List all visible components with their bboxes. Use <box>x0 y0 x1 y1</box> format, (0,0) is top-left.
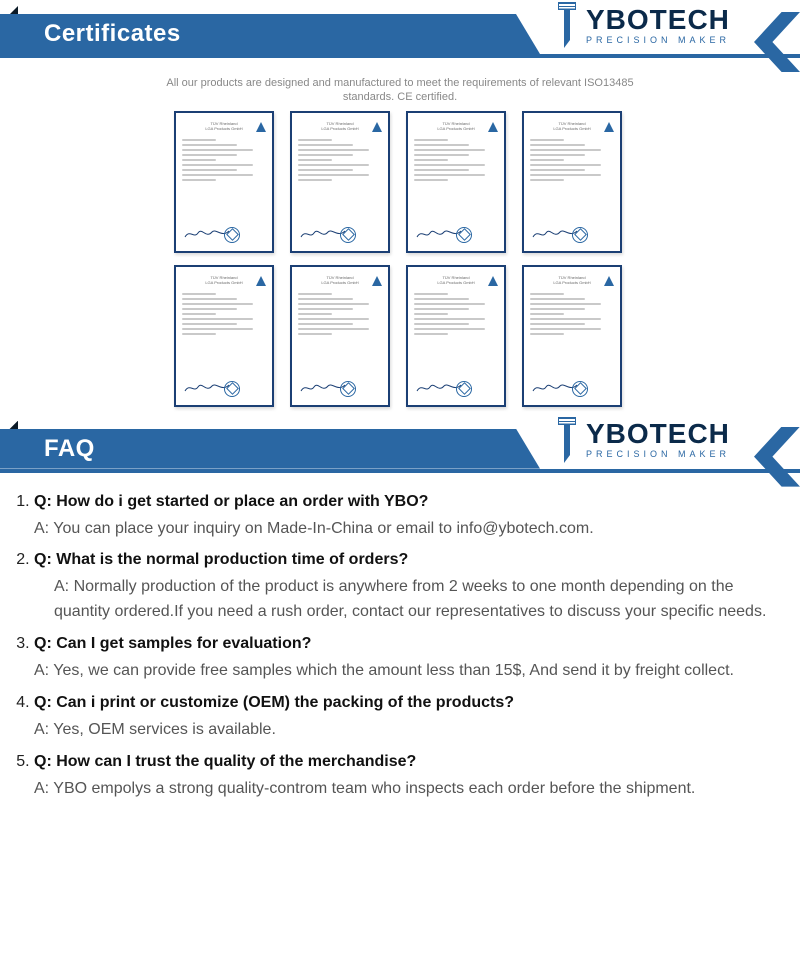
faq-title-bar: FAQ <box>0 429 540 469</box>
certificates-header: Certificates YBOTECH PRECISION MAKER <box>0 0 800 64</box>
cert-signature-area <box>530 375 614 397</box>
faq-question: Q: Can I get samples for evaluation? <box>34 635 790 653</box>
stamp-icon <box>456 227 472 243</box>
certificates-section: All our products are designed and manufa… <box>0 64 800 415</box>
certificate-card: TÜV RheinlandLGA Products GmbH <box>522 111 622 253</box>
certificates-grid: TÜV RheinlandLGA Products GmbH TÜV Rhein… <box>174 111 626 407</box>
cert-signature-area <box>182 375 266 397</box>
faq-item: Q: How can I trust the quality of the me… <box>34 753 790 802</box>
tuv-mark-icon <box>372 273 382 283</box>
faq-item: Q: What is the normal production time of… <box>34 551 790 625</box>
faq-title: FAQ <box>44 435 95 463</box>
faq-item: Q: Can I get samples for evaluation? A: Y… <box>34 635 790 684</box>
cert-signature-area <box>298 375 382 397</box>
logo-text: YBOTECH PRECISION MAKER <box>586 420 730 459</box>
faq-answer: A: Yes, OEM services is available. <box>34 718 790 743</box>
stamp-icon <box>572 381 588 397</box>
tuv-mark-icon <box>256 273 266 283</box>
faq-answer: A: Normally production of the product is… <box>34 575 790 625</box>
cert-header-text: TÜV RheinlandLGA Products GmbH <box>414 121 498 131</box>
certificates-caption: All our products are designed and manufa… <box>0 76 800 105</box>
faq-header: FAQ YBOTECH PRECISION MAKER <box>0 415 800 479</box>
faq-item: Q: Can i print or customize (OEM) the pa… <box>34 694 790 743</box>
tuv-mark-icon <box>604 119 614 129</box>
faq-list: Q: How do i get started or place an orde… <box>10 493 790 802</box>
faq-answer: A: YBO empolys a strong quality-controm … <box>34 777 790 802</box>
stamp-icon <box>224 227 240 243</box>
cert-header-text: TÜV RheinlandLGA Products GmbH <box>530 275 614 285</box>
header-underline <box>0 469 800 473</box>
faq-answer: A: Yes, we can provide free samples whic… <box>34 659 790 684</box>
cert-signature-area <box>298 221 382 243</box>
cert-header-text: TÜV RheinlandLGA Products GmbH <box>298 121 382 131</box>
certificates-title-bar: Certificates <box>0 14 540 54</box>
logo-main-text: YBOTECH <box>586 420 730 448</box>
cert-header-text: TÜV RheinlandLGA Products GmbH <box>530 121 614 131</box>
logo-mark-icon <box>554 2 580 48</box>
chevron-left-icon <box>754 12 800 72</box>
logo-sub-text: PRECISION MAKER <box>586 36 730 45</box>
certificate-card: TÜV RheinlandLGA Products GmbH <box>406 111 506 253</box>
faq-section: Q: How do i get started or place an orde… <box>0 479 800 802</box>
logo-text: YBOTECH PRECISION MAKER <box>586 6 730 45</box>
faq-question: Q: Can i print or customize (OEM) the pa… <box>34 694 790 712</box>
tuv-mark-icon <box>256 119 266 129</box>
logo-mark-icon <box>554 417 580 463</box>
tuv-mark-icon <box>488 273 498 283</box>
brand-logo: YBOTECH PRECISION MAKER <box>554 2 730 48</box>
certificate-card: TÜV RheinlandLGA Products GmbH <box>290 111 390 253</box>
certificate-card: TÜV RheinlandLGA Products GmbH <box>406 265 506 407</box>
faq-question: Q: How can I trust the quality of the me… <box>34 753 790 771</box>
faq-question: Q: What is the normal production time of… <box>34 551 790 569</box>
cert-header-text: TÜV RheinlandLGA Products GmbH <box>298 275 382 285</box>
cert-signature-area <box>414 375 498 397</box>
certificate-card: TÜV RheinlandLGA Products GmbH <box>174 111 274 253</box>
faq-answer: A: You can place your inquiry on Made-In… <box>34 517 790 542</box>
stamp-icon <box>224 381 240 397</box>
faq-item: Q: How do i get started or place an orde… <box>34 493 790 542</box>
logo-main-text: YBOTECH <box>586 6 730 34</box>
cert-caption-line1: All our products are designed and manufa… <box>166 77 633 89</box>
brand-logo: YBOTECH PRECISION MAKER <box>554 417 730 463</box>
cert-header-text: TÜV RheinlandLGA Products GmbH <box>182 275 266 285</box>
tuv-mark-icon <box>372 119 382 129</box>
certificates-title: Certificates <box>44 20 181 48</box>
stamp-icon <box>572 227 588 243</box>
logo-sub-text: PRECISION MAKER <box>586 450 730 459</box>
cert-signature-area <box>530 221 614 243</box>
stamp-icon <box>340 381 356 397</box>
cert-caption-line2: standards. CE certified. <box>343 91 457 103</box>
tuv-mark-icon <box>488 119 498 129</box>
cert-header-text: TÜV RheinlandLGA Products GmbH <box>182 121 266 131</box>
faq-question: Q: How do i get started or place an orde… <box>34 493 790 511</box>
certificate-card: TÜV RheinlandLGA Products GmbH <box>290 265 390 407</box>
stamp-icon <box>340 227 356 243</box>
header-underline <box>0 54 800 58</box>
stamp-icon <box>456 381 472 397</box>
cert-header-text: TÜV RheinlandLGA Products GmbH <box>414 275 498 285</box>
certificate-card: TÜV RheinlandLGA Products GmbH <box>174 265 274 407</box>
cert-signature-area <box>182 221 266 243</box>
tuv-mark-icon <box>604 273 614 283</box>
chevron-left-icon <box>754 427 800 487</box>
cert-signature-area <box>414 221 498 243</box>
certificate-card: TÜV RheinlandLGA Products GmbH <box>522 265 622 407</box>
